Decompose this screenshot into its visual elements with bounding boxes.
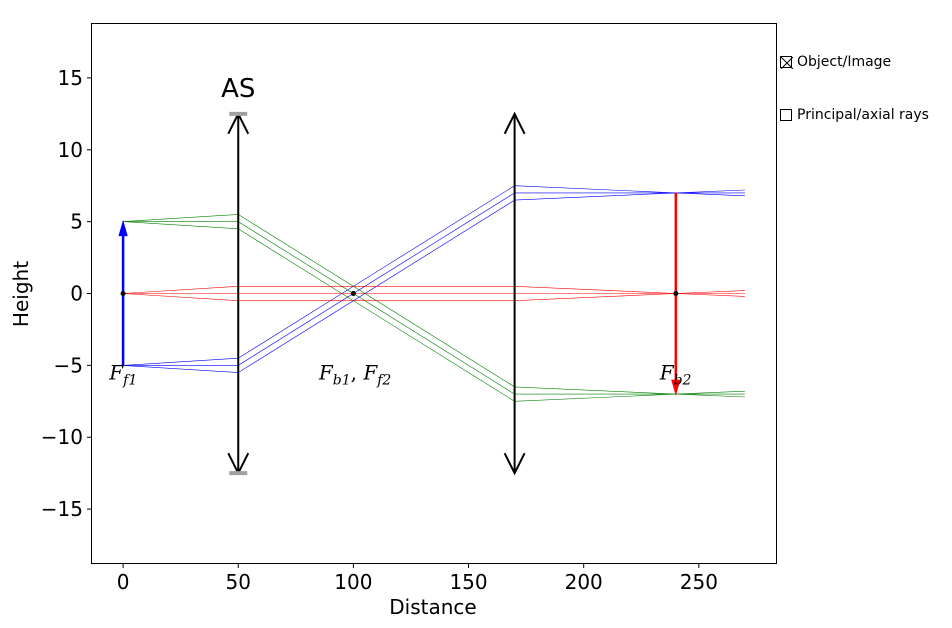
lens-0-label: AS [221,74,255,104]
y-tick-label-0: −15 [41,497,83,521]
legend-object-image[interactable]: Object/Image [780,54,891,70]
object-image-label: Object/Image [797,54,892,70]
y-tick-label-4: 5 [70,210,83,234]
x-tick-label-0: 0 [117,570,130,594]
legend-principal-axial[interactable]: Principal/axial rays [780,107,929,123]
y-tick-label-3: 0 [70,282,83,306]
y-tick-label-5: 10 [58,138,83,162]
focal-label-1: Fb1, Ff2 [318,361,392,389]
ray-5 [123,192,745,373]
ray-2 [123,221,745,402]
y-tick-label-6: 15 [58,66,83,90]
ray-6 [123,285,745,297]
object-arrow-head [118,219,128,237]
y-axis-label: Height [9,261,33,327]
optical-elements: AS [118,74,681,476]
x-tick-label-2: 100 [334,570,372,594]
x-tick-label-5: 250 [680,570,718,594]
y-tick-label-1: −10 [41,425,83,449]
image-arrow-head [671,379,681,396]
object-image-checkbox[interactable] [780,56,793,69]
ray-3 [123,185,745,366]
focal-label-0: Ff1 [108,361,137,389]
focal-label-2: Fb2 [659,361,692,389]
x-axis-label: Distance [389,595,476,619]
annotation-labels: Ff1 Fb1, Ff2 Fb2 [108,361,691,389]
x-tick-label-3: 150 [449,570,487,594]
ray-1 [123,221,745,395]
focal-point-0 [120,291,126,296]
lens-1-top-head [503,111,526,135]
principal-axial-label: Principal/axial rays [797,107,929,123]
y-tick-label-2: −5 [54,353,83,377]
focal-point-1 [350,291,356,296]
principal-axial-checkbox[interactable] [780,109,792,121]
ray-4 [123,192,745,366]
x-tick-label-4: 200 [565,570,603,594]
focal-point-2 [673,291,679,296]
ray-0 [123,214,745,395]
lens-1-bottom-head [503,452,526,476]
x-tick-label-1: 50 [226,570,251,594]
ray-group [123,185,745,402]
axes: 0 50 100 150 200 250 −15 −10 −5 0 5 10 15 [41,66,718,594]
ray-8 [123,290,745,302]
